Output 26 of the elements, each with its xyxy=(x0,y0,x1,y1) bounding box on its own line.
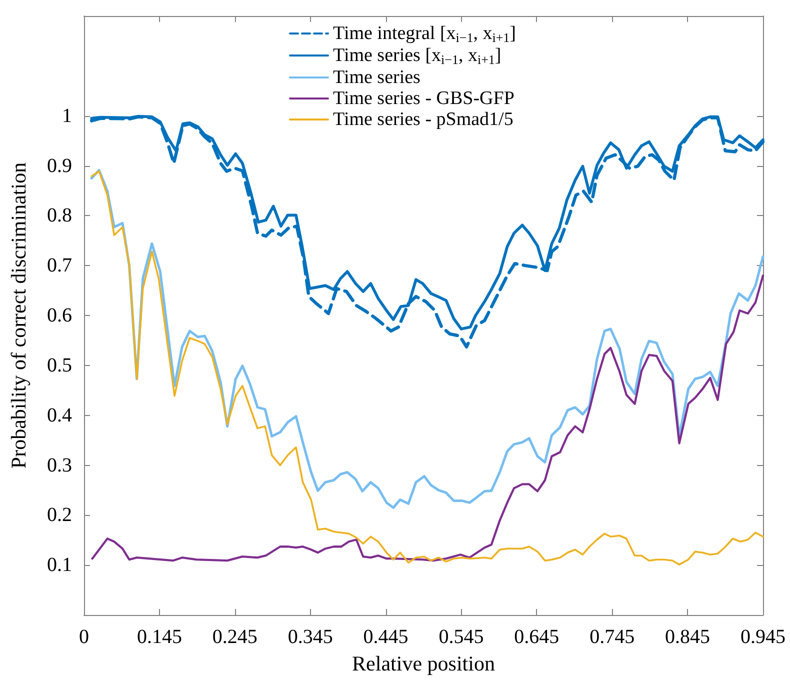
y-tick-label: 1 xyxy=(62,104,72,127)
y-tick-label: 0.4 xyxy=(47,404,72,426)
x-tick-label: 0.745 xyxy=(590,626,635,648)
x-axis-title: Relative position xyxy=(352,652,496,676)
y-tick-label: 0.6 xyxy=(47,304,72,326)
y-tick-label: 0.9 xyxy=(47,154,72,177)
line-series xyxy=(91,274,764,562)
legend-label: Time series - GBS-GFP xyxy=(333,88,514,109)
x-tick-label: 0.345 xyxy=(288,626,333,648)
x-tick-label: 0.145 xyxy=(136,626,182,648)
y-tick-label: 0.7 xyxy=(47,254,72,277)
x-tick-label: 0 xyxy=(79,626,89,648)
legend-label: Time series xyxy=(333,67,420,88)
x-tick-label: 0.945 xyxy=(740,626,786,648)
x-tick-label: 0.845 xyxy=(665,626,710,648)
y-tick-label: 0.3 xyxy=(47,454,72,476)
legend-label: Time series - pSmad1/5 xyxy=(333,109,514,130)
y-tick-label: 0.2 xyxy=(47,504,72,526)
x-tick-label: 0.645 xyxy=(514,626,560,648)
y-tick-label: 0.5 xyxy=(47,354,72,376)
y-axis-title: Probability of correct discrimination xyxy=(6,162,30,469)
x-tick-label: 0.545 xyxy=(438,626,484,648)
y-tick-label: 0.8 xyxy=(47,204,72,227)
x-tick-label: 0.245 xyxy=(212,626,258,648)
y-tick-label: 0.1 xyxy=(47,554,72,576)
x-tick-label: 0.445 xyxy=(363,626,408,648)
